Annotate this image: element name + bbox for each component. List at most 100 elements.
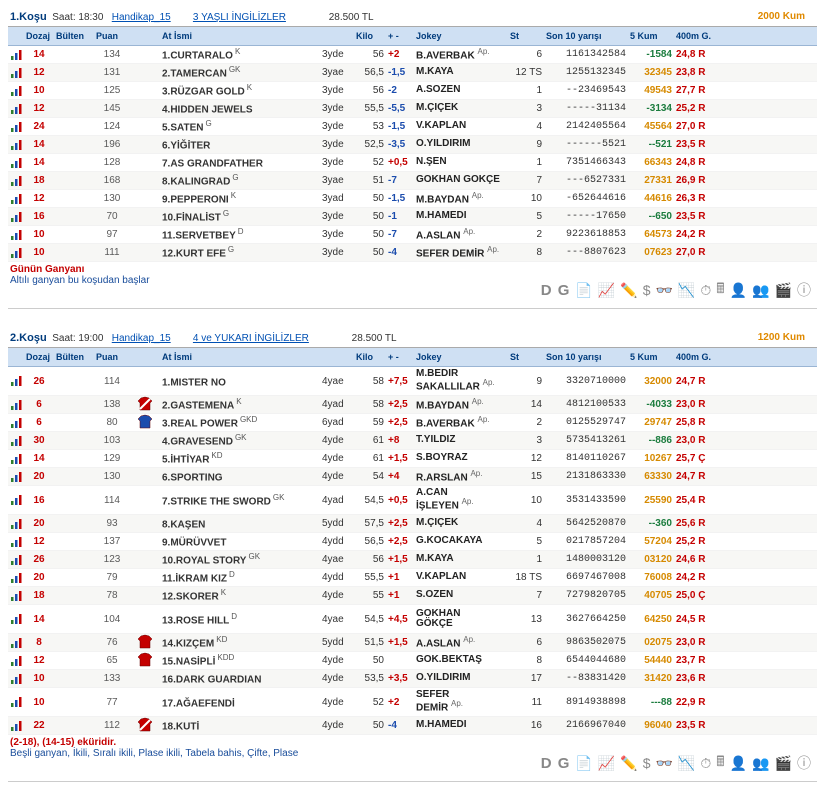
- chart-icon-cell[interactable]: [8, 175, 24, 187]
- tool-icon[interactable]: 📄: [575, 755, 592, 772]
- chart-icon-cell[interactable]: [8, 67, 24, 79]
- chart-icon-cell[interactable]: [8, 637, 24, 649]
- chart-icon-cell[interactable]: [8, 613, 24, 625]
- tool-icon[interactable]: ✏️: [620, 282, 637, 299]
- tool-icon[interactable]: 📈: [598, 755, 615, 772]
- tool-icon[interactable]: ⓘ: [797, 753, 811, 773]
- horse-row[interactable]: 6 80 3.REAL POWERGKD 6yad 59 +2,5 B.AVER…: [8, 414, 817, 432]
- tool-icon[interactable]: ⓘ: [797, 280, 811, 300]
- horse-name[interactable]: 5.SATENG: [160, 119, 320, 133]
- horse-name[interactable]: 6.SPORTING: [160, 469, 320, 483]
- horse-name[interactable]: 10.ROYAL STORYGK: [160, 552, 320, 566]
- horse-name[interactable]: 2.TAMERCANGK: [160, 65, 320, 79]
- chart-icon-cell[interactable]: [8, 720, 24, 732]
- horse-name[interactable]: 9.PEPPERONIK: [160, 191, 320, 205]
- horse-row[interactable]: 26 114 1.MISTER NO 4yae 58 +7,5 M.BEDİRS…: [8, 367, 817, 396]
- horse-name[interactable]: 5.İHTİYARKD: [160, 451, 320, 465]
- tool-icon[interactable]: ⏱: [700, 282, 711, 299]
- chart-icon-cell[interactable]: [8, 453, 24, 465]
- horse-row[interactable]: 20 93 8.KAŞEN 5ydd 57,5 +2,5 M.ÇİÇEK 4 5…: [8, 515, 817, 533]
- horse-name[interactable]: 15.NASİPLİKDD: [160, 653, 320, 667]
- horse-row[interactable]: 8 76 14.KIZÇEMKD 5ydd 51,5 +1,5 A.ASLAN …: [8, 634, 817, 652]
- horse-name[interactable]: 3.RÜZGAR GOLDK: [160, 83, 320, 97]
- handicap-link[interactable]: Handikap_15: [112, 12, 171, 23]
- horse-name[interactable]: 8.KALINGRADG: [160, 173, 320, 187]
- tool-icon[interactable]: 👓: [655, 282, 672, 299]
- horse-name[interactable]: 7.AS GRANDFATHER: [160, 155, 320, 169]
- chart-icon-cell[interactable]: [8, 554, 24, 566]
- tool-icon[interactable]: ✏️: [620, 755, 637, 772]
- tool-icon[interactable]: 🖩: [716, 278, 724, 302]
- horse-row[interactable]: 10 125 3.RÜZGAR GOLDK 3yde 56 -2 A.SÖZEN…: [8, 82, 817, 100]
- chart-icon-cell[interactable]: [8, 590, 24, 602]
- horse-name[interactable]: 1.MISTER NO: [160, 374, 320, 388]
- horse-row[interactable]: 12 65 15.NASİPLİKDD 4yde 50 GÖK.BEKTAŞ 8…: [8, 652, 817, 670]
- horse-row[interactable]: 14 134 1.CURTARALOK 3yde 56 +2 B.AVERBAK…: [8, 46, 817, 64]
- horse-name[interactable]: 18.KUTİ: [160, 718, 320, 732]
- horse-name[interactable]: 8.KAŞEN: [160, 516, 320, 530]
- horse-name[interactable]: 11.SERVETBEYD: [160, 227, 320, 241]
- chart-icon-cell[interactable]: [8, 399, 24, 411]
- chart-icon-cell[interactable]: [8, 673, 24, 685]
- horse-row[interactable]: 30 103 4.GRAVESENDGK 4yde 61 +8 T.YILDIZ…: [8, 432, 817, 450]
- chart-icon-cell[interactable]: [8, 536, 24, 548]
- horse-name[interactable]: 7.STRIKE THE SWORDGK: [160, 493, 320, 507]
- horse-name[interactable]: 13.ROSE HILLD: [160, 612, 320, 626]
- chart-icon-cell[interactable]: [8, 103, 24, 115]
- horse-row[interactable]: 14 129 5.İHTİYARKD 4yde 61 +1,5 S.BOYRAZ…: [8, 450, 817, 468]
- chart-icon-cell[interactable]: [8, 696, 24, 708]
- horse-row[interactable]: 16 70 10.FİNALİSTG 3yde 50 -1 M.HAMEDI 5…: [8, 208, 817, 226]
- horse-name[interactable]: 9.MÜRÜVVET: [160, 534, 320, 548]
- chart-icon-cell[interactable]: [8, 211, 24, 223]
- tool-icon[interactable]: 👤: [730, 282, 747, 299]
- horse-row[interactable]: 10 111 12.KURT EFEG 3yde 50 -4 SEFER DEM…: [8, 244, 817, 262]
- chart-icon-cell[interactable]: [8, 375, 24, 387]
- horse-row[interactable]: 12 137 9.MÜRÜVVET 4ydd 56,5 +2,5 G.KOCAK…: [8, 533, 817, 551]
- chart-icon-cell[interactable]: [8, 417, 24, 429]
- tool-icon[interactable]: 📈: [598, 282, 615, 299]
- horse-row[interactable]: 12 131 2.TAMERCANGK 3yae 56,5 -1,5 M.KAY…: [8, 64, 817, 82]
- horse-row[interactable]: 6 138 2.GASTEMENAK 4yad 58 +2,5 M.BAYDAN…: [8, 396, 817, 414]
- chart-icon-cell[interactable]: [8, 193, 24, 205]
- horse-row[interactable]: 10 133 16.DARK GUARDIAN 4yde 53,5 +3,5 Ö…: [8, 670, 817, 688]
- chart-icon-cell[interactable]: [8, 157, 24, 169]
- horse-name[interactable]: 17.AĞAEFENDİ: [160, 695, 320, 709]
- horse-row[interactable]: 18 78 12.SKORERK 4yde 55 +1 S.ÖZEN 7 727…: [8, 587, 817, 605]
- horse-row[interactable]: 10 77 17.AĞAEFENDİ 4yde 52 +2 SEFERDEMİR…: [8, 688, 817, 717]
- horse-row[interactable]: 14 196 6.YİĞİTER 3yde 52,5 -3,5 Ö.YILDIR…: [8, 136, 817, 154]
- horse-row[interactable]: 16 114 7.STRIKE THE SWORDGK 4yad 54,5 +0…: [8, 486, 817, 515]
- horse-name[interactable]: 4.GRAVESENDGK: [160, 433, 320, 447]
- chart-icon-cell[interactable]: [8, 121, 24, 133]
- chart-icon-cell[interactable]: [8, 139, 24, 151]
- horse-name[interactable]: 12.KURT EFEG: [160, 245, 320, 259]
- horse-name[interactable]: 11.İKRAM KIZD: [160, 570, 320, 584]
- tool-icon[interactable]: 🎬: [775, 755, 792, 772]
- tool-icon[interactable]: 🖩: [716, 751, 724, 775]
- horse-name[interactable]: 12.SKORERK: [160, 588, 320, 602]
- horse-name[interactable]: 16.DARK GUARDIAN: [160, 671, 320, 685]
- horse-row[interactable]: 12 145 4.HIDDEN JEWELS 3yde 55,5 -5,5 M.…: [8, 100, 817, 118]
- chart-icon-cell[interactable]: [8, 247, 24, 259]
- tool-icon[interactable]: 📄: [575, 282, 592, 299]
- category-link[interactable]: 4 ve YUKARI İNGİLİZLER: [193, 333, 309, 344]
- horse-row[interactable]: 20 79 11.İKRAM KIZD 4ydd 55,5 +1 V.KAPLA…: [8, 569, 817, 587]
- handicap-link[interactable]: Handikap_15: [112, 333, 171, 344]
- horse-name[interactable]: 2.GASTEMENAK: [160, 397, 320, 411]
- tool-icon[interactable]: 📉: [678, 755, 695, 772]
- tool-icon[interactable]: 👥: [752, 755, 769, 772]
- tool-icon[interactable]: 👥: [752, 282, 769, 299]
- horse-name[interactable]: 14.KIZÇEMKD: [160, 635, 320, 649]
- category-link[interactable]: 3 YAŞLI İNGİLİZLER: [193, 12, 286, 23]
- tool-icon[interactable]: $: [643, 282, 651, 298]
- horse-name[interactable]: 10.FİNALİSTG: [160, 209, 320, 223]
- chart-icon-cell[interactable]: [8, 655, 24, 667]
- chart-icon-cell[interactable]: [8, 229, 24, 241]
- chart-icon-cell[interactable]: [8, 518, 24, 530]
- horse-row[interactable]: 20 130 6.SPORTING 4yde 54 +4 R.ARSLAN Ap…: [8, 468, 817, 486]
- chart-icon-cell[interactable]: [8, 435, 24, 447]
- horse-row[interactable]: 22 112 18.KUTİ 4yde 50 -4 M.HAMEDI 16 21…: [8, 717, 817, 735]
- tool-icon[interactable]: 👤: [730, 755, 747, 772]
- chart-icon-cell[interactable]: [8, 494, 24, 506]
- horse-name[interactable]: 1.CURTARALOK: [160, 47, 320, 61]
- horse-row[interactable]: 14 128 7.AS GRANDFATHER 3yde 52 +0,5 N.Ş…: [8, 154, 817, 172]
